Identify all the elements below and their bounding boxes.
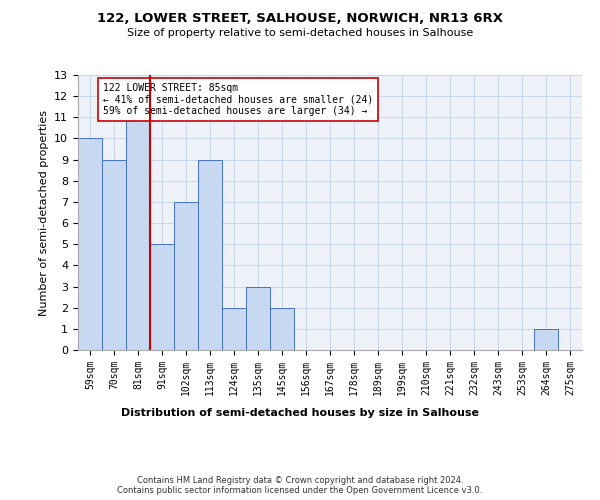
Bar xyxy=(102,160,126,350)
Bar xyxy=(78,138,102,350)
Bar xyxy=(534,329,558,350)
Bar xyxy=(246,286,270,350)
Y-axis label: Number of semi-detached properties: Number of semi-detached properties xyxy=(38,110,49,316)
Bar xyxy=(198,160,222,350)
Text: 122 LOWER STREET: 85sqm
← 41% of semi-detached houses are smaller (24)
59% of se: 122 LOWER STREET: 85sqm ← 41% of semi-de… xyxy=(103,83,373,116)
Bar xyxy=(222,308,246,350)
Text: Size of property relative to semi-detached houses in Salhouse: Size of property relative to semi-detach… xyxy=(127,28,473,38)
Bar xyxy=(174,202,198,350)
Bar xyxy=(126,118,150,350)
Text: 122, LOWER STREET, SALHOUSE, NORWICH, NR13 6RX: 122, LOWER STREET, SALHOUSE, NORWICH, NR… xyxy=(97,12,503,26)
Bar xyxy=(150,244,174,350)
Text: Distribution of semi-detached houses by size in Salhouse: Distribution of semi-detached houses by … xyxy=(121,408,479,418)
Bar xyxy=(270,308,294,350)
Text: Contains HM Land Registry data © Crown copyright and database right 2024.
Contai: Contains HM Land Registry data © Crown c… xyxy=(118,476,482,495)
